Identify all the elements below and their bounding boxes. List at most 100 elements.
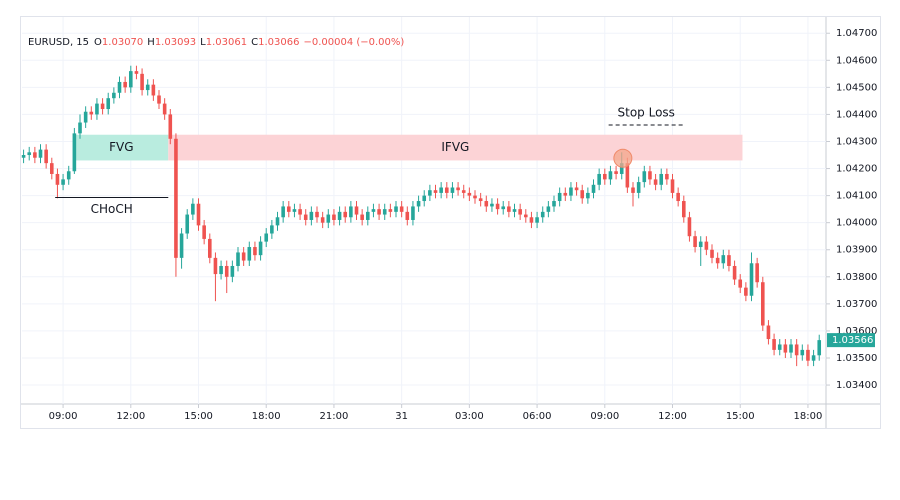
candle-body: [405, 211, 410, 220]
candle-body: [676, 192, 680, 202]
candle-body: [512, 209, 517, 212]
candle-body: [275, 217, 280, 226]
header: EURUSD, 15 O1.03070 H1.03093 L1.03061 C1.030…: [28, 37, 404, 48]
candle-body: [202, 225, 206, 239]
x-tick-label: 15:00: [726, 411, 755, 422]
candle-body: [806, 349, 810, 361]
candle-body: [174, 138, 178, 258]
candle-body: [495, 203, 500, 210]
candle-body: [636, 182, 641, 193]
candle-body: [140, 73, 144, 91]
field-key: C: [251, 37, 258, 48]
candle-body: [264, 233, 269, 242]
candle-body: [219, 265, 223, 275]
candle-body: [179, 233, 184, 258]
y-tick-label: 1.04500: [836, 82, 877, 93]
candle-body: [490, 203, 494, 207]
y-tick-label: 1.03400: [836, 380, 877, 391]
candle-body: [89, 111, 94, 115]
candle-body: [399, 206, 404, 212]
candle-body: [230, 265, 235, 277]
candle-body: [224, 265, 229, 277]
zone-label: IFVG: [441, 140, 469, 154]
candle-body: [247, 247, 252, 261]
candle-body: [648, 171, 652, 180]
candle-body: [800, 349, 805, 356]
candle-body: [422, 195, 427, 202]
candle-body: [693, 236, 697, 248]
candle-body: [394, 206, 398, 212]
candle-body: [569, 187, 573, 196]
candle-body: [698, 241, 703, 248]
y-tick-label: 1.04000: [836, 218, 877, 229]
candle-body: [360, 214, 364, 220]
candle-body: [608, 171, 613, 180]
candle-body: [563, 192, 568, 196]
candle-body: [258, 241, 263, 256]
candle-body: [546, 206, 551, 212]
x-tick-label: 09:00: [590, 411, 619, 422]
candle-body: [523, 214, 528, 218]
candle-body: [591, 184, 596, 193]
candle-body: [755, 263, 759, 283]
candle-body: [112, 92, 116, 99]
candle-body: [21, 155, 26, 158]
candle-body: [83, 111, 88, 123]
y-tick-label: 1.03900: [836, 245, 877, 256]
candle-body: [586, 192, 590, 199]
candle-body: [320, 217, 325, 223]
candle-body: [631, 187, 635, 193]
candle-body: [145, 84, 150, 91]
candle-body: [213, 257, 218, 275]
candle-body: [151, 84, 156, 96]
candle-body: [106, 98, 111, 110]
candle-body: [760, 282, 765, 326]
candle-body: [315, 211, 319, 218]
change: −0.00004 (−0.00%): [303, 37, 404, 48]
candle-body: [49, 163, 54, 174]
candle-body: [326, 214, 331, 223]
candle-body: [732, 265, 737, 280]
candle-body: [710, 249, 714, 258]
x-tick-label: 15:00: [184, 411, 213, 422]
candle-body: [292, 209, 297, 212]
x-tick-label: 12:00: [658, 411, 687, 422]
candle-body: [704, 241, 709, 250]
zone: [74, 134, 169, 161]
candle-body: [95, 103, 99, 115]
candle-body: [518, 209, 522, 215]
zone: [168, 134, 743, 161]
candle-body: [619, 163, 624, 174]
candle-body: [241, 252, 246, 261]
candle-body: [55, 173, 60, 185]
candle-body: [236, 252, 240, 266]
candle-body: [303, 214, 308, 220]
x-tick-label: 31: [395, 411, 408, 422]
candle-body: [66, 171, 71, 180]
candle-body: [123, 81, 127, 88]
last-price-label: 1.03566: [832, 335, 873, 346]
y-tick-label: 1.04300: [836, 136, 877, 147]
candle-body: [772, 339, 776, 350]
candle-body: [428, 190, 432, 196]
candle-body: [157, 95, 161, 104]
candle-body: [687, 217, 692, 237]
candle-body: [535, 217, 539, 223]
zone-label: FVG: [109, 140, 133, 154]
candle-body: [574, 187, 579, 191]
y-tick-label: 1.03600: [836, 326, 877, 337]
candle-body: [727, 255, 731, 266]
y-tick-label: 1.04200: [836, 164, 877, 175]
candle-body: [665, 173, 669, 180]
candle-body: [162, 103, 167, 115]
candle-body: [715, 257, 720, 264]
candle-body: [721, 255, 726, 264]
candle-body: [207, 238, 212, 258]
candle-body: [817, 340, 822, 356]
x-tick-label: 21:00: [320, 411, 349, 422]
candle-body: [128, 71, 133, 88]
x-tick-label: 09:00: [49, 411, 78, 422]
candle-body: [433, 190, 438, 193]
